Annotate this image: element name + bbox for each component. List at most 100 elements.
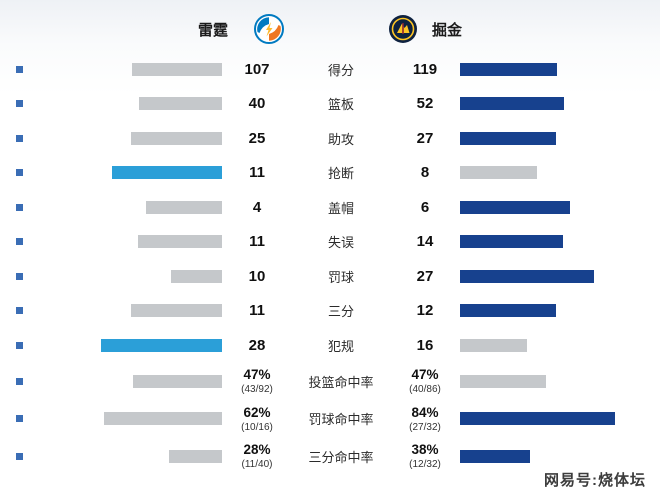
left-bar [168,449,222,463]
right-bar [460,449,530,463]
row-marker-icon [16,341,23,349]
stat-label: 得分 [327,62,354,78]
left-bar [170,269,222,283]
right-value-number: 6 [420,198,430,216]
stat-label: 三分 [327,304,354,320]
right-value: 14 [394,233,456,250]
stat-label: 失误 [327,235,354,251]
row-marker-icon [16,203,23,211]
right-bar [460,338,527,352]
stat-label: 篮板 [327,97,354,113]
left-value-number: 28% [243,442,271,458]
stat-row: 107 得分 119 [16,52,644,87]
watermark: 网易号:烧体坛 [544,472,646,489]
right-value-number: 84% [411,404,439,420]
right-value-detail: (12/32) [409,459,441,470]
right-value: 16 [394,337,456,354]
right-value-number: 27 [416,129,434,147]
left-value-number: 4 [252,198,262,216]
left-value: 47% (43/92) [226,367,288,395]
right-bar-track [460,166,644,180]
left-bar-track [32,304,222,318]
left-value: 28 [226,337,288,354]
right-value: 52 [394,95,456,112]
right-value: 84% (27/32) [394,405,456,433]
left-value: 40 [226,95,288,112]
row-marker-icon [16,169,23,177]
right-value: 6 [394,199,456,216]
row-marker-icon [16,272,23,280]
right-value-number: 8 [420,164,430,182]
left-bar [139,97,222,111]
row-marker-icon [16,238,23,246]
row-marker-icon [16,377,23,385]
left-value-number: 10 [248,267,266,285]
left-bar-track [32,62,222,76]
stat-label: 犯规 [327,338,354,354]
left-bar-track [32,374,222,388]
left-bar [132,62,222,76]
stat-row: 40 篮板 52 [16,87,644,122]
right-value-number: 52 [416,95,434,113]
stat-label: 罚球 [327,269,354,285]
left-value: 107 [226,61,288,78]
stat-label: 盖帽 [327,200,354,216]
stat-row: 47% (43/92) 投篮命中率 47% (40/86) [16,363,644,401]
left-value: 11 [226,164,288,181]
right-value: 119 [394,61,456,78]
right-bar-track [460,131,644,145]
right-bar-track [460,235,644,249]
stat-label: 投篮命中率 [308,374,374,390]
right-team-name: 掘金 [432,21,463,39]
stat-row: 10 罚球 27 [16,259,644,294]
right-value: 38% (12/32) [394,442,456,470]
right-bar [460,200,571,214]
right-bar-track [460,338,644,352]
right-value-number: 27 [416,267,434,285]
right-value: 47% (40/86) [394,367,456,395]
left-bar [104,412,222,426]
right-bar [460,269,595,283]
right-bar [460,412,615,426]
stat-row: 25 助攻 27 [16,121,644,156]
left-value: 62% (10/16) [226,405,288,433]
left-bar-track [32,449,222,463]
left-value-number: 40 [248,95,266,113]
right-bar-track [460,412,644,426]
stat-label: 三分命中率 [308,449,374,465]
right-value: 12 [394,302,456,319]
left-bar [131,304,222,318]
right-value-number: 12 [416,302,434,320]
left-bar [138,235,222,249]
left-bar-track [32,235,222,249]
stats-rows: 107 得分 119 40 篮板 52 [0,46,660,475]
left-team-name: 雷霆 [197,21,228,39]
nuggets-logo-icon [389,15,417,43]
left-bar-track [32,97,222,111]
left-value-number: 25 [248,129,266,147]
left-bar-track [32,166,222,180]
right-value-number: 119 [412,60,438,78]
thunder-logo-icon [254,14,284,44]
right-value: 27 [394,130,456,147]
right-bar [460,235,564,249]
stat-label: 助攻 [327,131,354,147]
stat-row: 28% (11/40) 三分命中率 38% (12/32) [16,438,644,476]
left-bar-track [32,269,222,283]
left-value: 4 [226,199,288,216]
right-value-number: 47% [411,367,439,383]
row-marker-icon [16,415,23,423]
right-value-number: 38% [411,442,439,458]
row-marker-icon [16,100,23,108]
right-bar [460,166,538,180]
stat-row: 11 三分 12 [16,294,644,329]
stat-label: 抢断 [327,166,354,182]
left-value-number: 11 [249,233,265,251]
left-bar-track [32,338,222,352]
right-bar-track [460,97,644,111]
left-value: 10 [226,268,288,285]
left-value-number: 28 [248,336,266,354]
stat-row: 4 盖帽 6 [16,190,644,225]
left-value-number: 107 [244,60,270,78]
right-value-detail: (27/32) [409,421,441,433]
